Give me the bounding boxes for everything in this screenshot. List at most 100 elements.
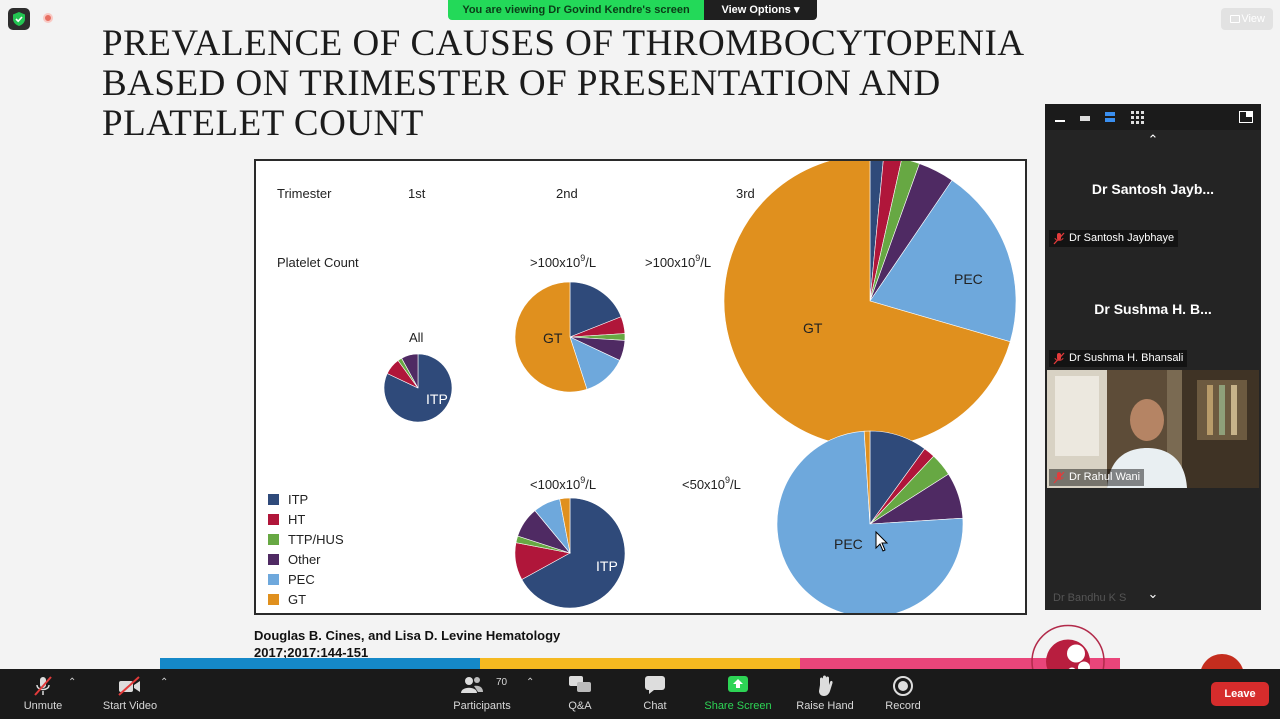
society-logo-fragment xyxy=(1201,654,1243,669)
stripe-blue xyxy=(160,658,480,669)
pie-slice-gt xyxy=(514,281,588,393)
platelet-label-text: <50x10 xyxy=(682,477,725,492)
participant-video[interactable]: Dr Rahul Wani xyxy=(1047,370,1259,488)
muted-mic-icon xyxy=(1053,471,1065,484)
speaker-view-icon[interactable] xyxy=(1104,111,1116,123)
pie-slice-itp xyxy=(383,353,453,423)
pie-slice-label: PEC xyxy=(954,271,983,287)
participants-label: Participants xyxy=(453,700,511,712)
unit-suffix: /L xyxy=(585,255,596,270)
legend-label: HT xyxy=(288,512,305,527)
qa-label: Q&A xyxy=(568,700,592,712)
stripe-pink xyxy=(800,658,1120,669)
platelet-label-3rd-high: >100x109/L xyxy=(645,253,711,270)
recording-indicator-icon[interactable] xyxy=(43,13,53,23)
unmute-button[interactable]: Unmute xyxy=(14,669,72,719)
column-label-2nd: 2nd xyxy=(556,186,578,201)
participants-button[interactable]: 70 Participants xyxy=(446,669,518,719)
legend-label: GT xyxy=(288,592,306,607)
faded-participant-name: Dr Bandhu K S xyxy=(1053,592,1127,604)
start-video-label: Start Video xyxy=(102,700,158,712)
participant-label: Dr Santosh Jaybhaye xyxy=(1049,230,1179,247)
view-options-button[interactable]: View Options ▾ xyxy=(704,0,817,20)
stripe-yellow xyxy=(480,658,800,669)
pie-slice-gt xyxy=(723,161,1011,448)
participant-tile-name: Dr Santosh Jayb... xyxy=(1091,181,1215,197)
pie-chart-canvas: Trimester 1st 2nd 3rd Platelet Count All… xyxy=(268,161,1017,613)
citation-line: Douglas B. Cines, and Lisa D. Levine Hem… xyxy=(254,628,561,643)
record-icon xyxy=(893,676,913,696)
legend-label: PEC xyxy=(288,572,315,587)
legend-swatch xyxy=(268,594,279,605)
chat-button[interactable]: Chat xyxy=(630,669,680,719)
pies-group: ITP GT ITP PEC GT PEC xyxy=(383,161,1017,613)
security-shield-icon[interactable] xyxy=(8,8,30,30)
pie-slice-itp xyxy=(869,161,884,302)
row-label-trimester: Trimester xyxy=(277,186,332,201)
video-options-caret-icon[interactable]: ⌃ xyxy=(160,677,169,688)
record-button[interactable]: Record xyxy=(878,669,928,719)
scroll-up-icon[interactable]: ⌃ xyxy=(1147,132,1159,147)
pie-slice-itp xyxy=(521,497,626,609)
legend-label: TTP/HUS xyxy=(288,532,344,547)
unit-suffix: /L xyxy=(730,477,741,492)
participant-tile-name: Dr Sushma H. B... xyxy=(1094,301,1212,317)
unit-superscript: 9 xyxy=(725,475,730,485)
legend-swatch xyxy=(268,534,279,545)
grid-view-icon xyxy=(1230,15,1240,23)
start-video-button[interactable]: Start Video xyxy=(98,669,162,719)
raise-hand-icon xyxy=(819,675,833,696)
participant-label: Dr Rahul Wani xyxy=(1049,469,1145,486)
view-options-label: View Options xyxy=(721,4,791,16)
share-screen-icon xyxy=(728,676,748,692)
qa-icon xyxy=(569,676,591,692)
slide-title: PREVALENCE OF CAUSES OF THROMBOCYTOPENIA… xyxy=(102,24,1132,144)
raise-hand-button[interactable]: Raise Hand xyxy=(792,669,858,719)
mouse-cursor-icon xyxy=(875,530,889,552)
participants-icon xyxy=(460,677,483,693)
legend-swatch xyxy=(268,494,279,505)
thumbnail-view-icon[interactable] xyxy=(1079,111,1091,123)
pie-slice-itp xyxy=(569,281,622,338)
slide-title-line: PLATELET COUNT xyxy=(102,103,424,144)
chat-label: Chat xyxy=(643,700,667,712)
share-screen-button[interactable]: Share Screen xyxy=(700,669,776,719)
unit-superscript: 9 xyxy=(695,253,700,263)
platelet-label-2nd-low: <100x109/L xyxy=(530,475,596,492)
view-button[interactable]: View xyxy=(1221,8,1273,30)
pie-slice-label: GT xyxy=(803,320,823,336)
chart-legend: ITP HT TTP/HUS Other PEC GT xyxy=(268,492,344,607)
muted-mic-icon xyxy=(1053,232,1065,245)
unit-superscript: 9 xyxy=(580,475,585,485)
slide-citation: Douglas B. Cines, and Lisa D. Levine Hem… xyxy=(254,627,674,661)
unit-suffix: /L xyxy=(700,255,711,270)
minimize-icon[interactable] xyxy=(1054,111,1066,123)
unmute-label: Unmute xyxy=(23,700,63,712)
gallery-view-icon[interactable] xyxy=(1131,111,1144,124)
participant-count: 70 xyxy=(496,677,508,688)
share-screen-label: Share Screen xyxy=(704,700,772,712)
participants-video-panel: ⌃ Dr Santosh Jayb... Dr Santosh Jaybhaye… xyxy=(1045,104,1261,610)
qa-button[interactable]: Q&A xyxy=(556,669,604,719)
slide-title-line: BASED ON TRIMESTER OF PRESENTATION AND xyxy=(102,63,941,104)
pie-slice-label: ITP xyxy=(596,558,618,574)
video-off-icon xyxy=(118,676,140,696)
pie-slice-pec xyxy=(776,430,964,613)
platelet-label-1st-all: All xyxy=(409,330,424,345)
viewing-screen-banner: You are viewing Dr Govind Kendre's scree… xyxy=(448,0,704,20)
scroll-down-icon[interactable]: ⌄ xyxy=(1147,586,1159,601)
participant-label-text: Dr Santosh Jaybhaye xyxy=(1069,232,1175,244)
pie-slice-label: PEC xyxy=(834,536,863,552)
participants-caret-icon[interactable]: ⌃ xyxy=(526,677,535,688)
pie-slice-other xyxy=(401,353,419,389)
pie-slice-label: ITP xyxy=(426,391,448,407)
view-button-label: View xyxy=(1241,13,1265,25)
participant-label-text: Dr Rahul Wani xyxy=(1069,471,1141,483)
platelet-label-text: <100x10 xyxy=(530,477,580,492)
platelet-label-2nd-high: >100x109/L xyxy=(530,253,596,270)
audio-options-caret-icon[interactable]: ⌃ xyxy=(68,677,77,688)
exit-fullscreen-icon[interactable] xyxy=(1239,111,1253,123)
leave-button[interactable]: Leave xyxy=(1211,682,1269,706)
unit-suffix: /L xyxy=(585,477,596,492)
pie-slice-label: GT xyxy=(543,330,563,346)
